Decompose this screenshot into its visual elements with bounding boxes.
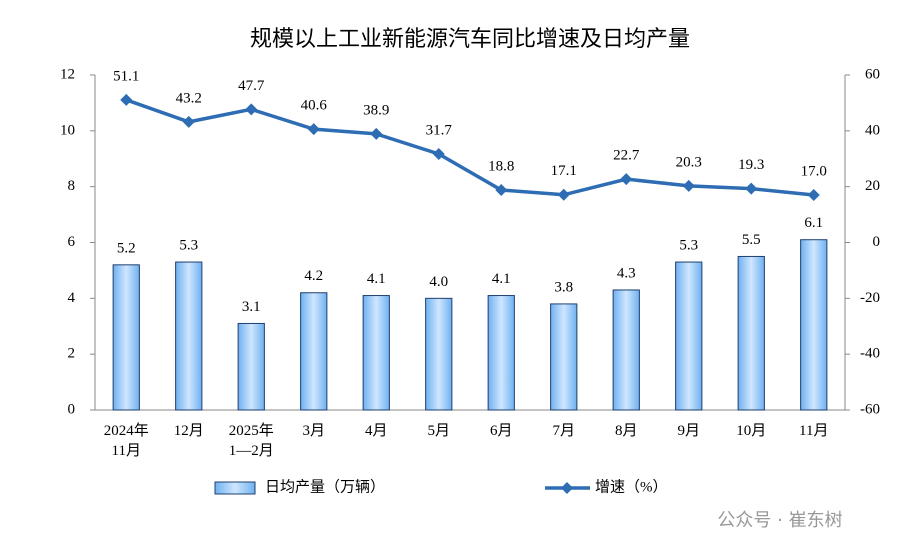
line-value-label: 17.0: [801, 163, 827, 179]
bar-value-label: 4.1: [367, 271, 386, 287]
line-value-label: 47.7: [238, 78, 265, 94]
bar-value-label: 5.3: [679, 237, 698, 253]
x-tick-label: 10月: [736, 423, 766, 439]
y-tick-label: 4: [68, 290, 76, 306]
legend-label: 增速（%）: [595, 478, 668, 495]
x-tick-label: 3月: [302, 423, 325, 439]
line-marker: [745, 182, 758, 195]
line-marker: [182, 115, 195, 128]
bar: [300, 292, 328, 411]
y2-tick-label: -40: [860, 346, 880, 362]
x-tick-label: 6月: [490, 423, 513, 439]
line-marker: [307, 123, 320, 136]
line-value-label: 22.7: [613, 148, 640, 164]
bar: [612, 289, 640, 411]
bar-value-label: 5.5: [742, 232, 761, 248]
y-tick-label: 6: [68, 234, 76, 250]
bar: [487, 295, 515, 411]
bar-value-label: 4.3: [617, 265, 636, 281]
bar: [425, 297, 453, 411]
y-tick-label: 12: [60, 66, 75, 82]
x-tick-label: 12月: [174, 423, 204, 439]
x-tick-label: 8月: [615, 423, 638, 439]
chart-title: 规模以上工业新能源汽车同比增速及日均产量: [250, 27, 690, 52]
bar-value-label: 5.3: [179, 237, 198, 253]
line-value-label: 18.8: [488, 158, 514, 174]
bar-value-label: 5.2: [117, 240, 136, 256]
line-value-label: 31.7: [426, 122, 453, 138]
bar: [737, 255, 765, 411]
y-tick-label: 0: [68, 401, 76, 417]
watermark: 公众号 · 崔东树: [717, 510, 842, 531]
bar: [675, 261, 703, 411]
bar-value-label: 6.1: [804, 215, 823, 231]
legend-swatch: [561, 482, 573, 494]
line-value-label: 19.3: [738, 157, 764, 173]
line-value-label: 40.6: [301, 98, 328, 114]
bar: [237, 322, 265, 411]
bar-value-label: 4.1: [492, 271, 511, 287]
line: [125, 98, 814, 197]
line-marker: [370, 127, 383, 140]
x-tick-label: 2024年 11月: [104, 422, 149, 459]
line-marker: [682, 179, 695, 192]
y2-tick-label: 20: [865, 178, 880, 194]
bar: [175, 261, 203, 411]
line-marker: [495, 184, 508, 197]
bar-value-label: 4.2: [304, 268, 323, 284]
line-marker: [807, 189, 820, 202]
line-value-label: 43.2: [176, 90, 202, 106]
x-tick-label: 9月: [677, 423, 700, 439]
line-marker: [120, 93, 133, 106]
y2-tick-label: -60: [860, 401, 880, 417]
line-marker: [620, 173, 633, 186]
legend-swatch: [214, 481, 256, 495]
x-tick-label: 5月: [427, 423, 450, 439]
x-tick-label: 2025年 1—2月: [229, 422, 274, 459]
y2-tick-label: 0: [873, 234, 881, 250]
line-value-label: 51.1: [113, 68, 139, 84]
line-value-label: 20.3: [676, 154, 702, 170]
bar-value-label: 4.0: [429, 274, 448, 290]
bar-value-label: 3.8: [554, 279, 573, 295]
bar: [112, 264, 140, 411]
line-marker: [245, 103, 258, 116]
line-value-label: 17.1: [551, 163, 577, 179]
x-tick-label: 11月: [799, 423, 828, 439]
y-tick-label: 10: [60, 122, 75, 138]
y2-tick-label: 60: [865, 66, 880, 82]
line-value-label: 38.9: [363, 102, 389, 118]
line-marker: [557, 188, 570, 201]
y-tick-label: 2: [68, 346, 76, 362]
bar: [550, 303, 578, 411]
y2-tick-label: 40: [865, 122, 880, 138]
y-tick-label: 8: [68, 178, 76, 194]
bar: [800, 239, 828, 411]
x-tick-label: 7月: [552, 423, 575, 439]
bar: [362, 295, 390, 411]
line-marker: [432, 148, 445, 161]
y2-tick-label: -20: [860, 290, 880, 306]
legend-label: 日均产量（万辆）: [265, 478, 385, 495]
x-tick-label: 4月: [365, 423, 388, 439]
bar-value-label: 3.1: [242, 299, 261, 315]
